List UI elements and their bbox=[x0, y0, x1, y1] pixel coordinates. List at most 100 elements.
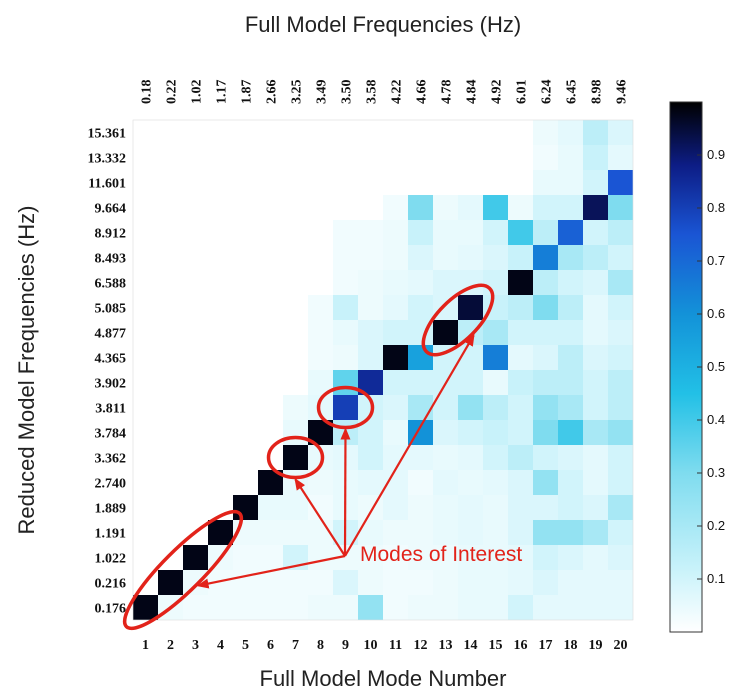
heatmap-cell bbox=[483, 245, 508, 270]
heatmap-cell bbox=[133, 470, 158, 495]
heatmap-cell bbox=[308, 195, 333, 220]
heatmap-cell bbox=[283, 445, 308, 470]
top-tick-label: 3.25 bbox=[290, 80, 305, 105]
heatmap-cell bbox=[283, 270, 308, 295]
heatmap-cell bbox=[583, 345, 608, 370]
heatmap-cell bbox=[258, 545, 283, 570]
heatmap-cell bbox=[533, 420, 558, 445]
heatmap-cell bbox=[608, 445, 633, 470]
heatmap-cell bbox=[308, 120, 333, 145]
heatmap-cell bbox=[133, 445, 158, 470]
heatmap-cell bbox=[483, 445, 508, 470]
heatmap-cell bbox=[433, 495, 458, 520]
heatmap-cell bbox=[308, 220, 333, 245]
heatmap-cell bbox=[408, 520, 433, 545]
heatmap-cell bbox=[183, 595, 208, 620]
heatmap-cell bbox=[533, 570, 558, 595]
heatmap-cell bbox=[183, 395, 208, 420]
heatmap-cell bbox=[508, 145, 533, 170]
heatmap-cell bbox=[608, 395, 633, 420]
heatmap-cell bbox=[558, 395, 583, 420]
heatmap-cell bbox=[508, 120, 533, 145]
heatmap-cell bbox=[133, 170, 158, 195]
heatmap-cell bbox=[408, 270, 433, 295]
heatmap-cell bbox=[183, 470, 208, 495]
heatmap-cell bbox=[558, 120, 583, 145]
heatmap-cell bbox=[408, 595, 433, 620]
heatmap-cell bbox=[458, 370, 483, 395]
top-tick-labels: 0.18 0.22 1.02 1.17 1.87 2.66 3.25 3.49 3.50 3.58… bbox=[140, 80, 630, 105]
heatmap-cell bbox=[483, 520, 508, 545]
heatmap-cell bbox=[458, 545, 483, 570]
heatmap-cell bbox=[283, 495, 308, 520]
heatmap-cell bbox=[433, 445, 458, 470]
heatmap-cell bbox=[283, 395, 308, 420]
left-tick-label: 9.664 bbox=[95, 202, 127, 217]
heatmap-cell bbox=[558, 420, 583, 445]
top-tick-label: 3.50 bbox=[340, 80, 355, 105]
heatmap-cell bbox=[258, 295, 283, 320]
heatmap-cell bbox=[358, 520, 383, 545]
heatmap-cell bbox=[558, 370, 583, 395]
heatmap-cell bbox=[583, 170, 608, 195]
heatmap-cell bbox=[283, 220, 308, 245]
heatmap-cell bbox=[133, 420, 158, 445]
heatmap-cell bbox=[333, 145, 358, 170]
heatmap-cell bbox=[183, 145, 208, 170]
heatmap-cell bbox=[158, 245, 183, 270]
heatmap-cell bbox=[208, 145, 233, 170]
top-tick-label: 4.78 bbox=[440, 80, 455, 105]
heatmap-cell bbox=[408, 545, 433, 570]
heatmap-cell bbox=[333, 270, 358, 295]
heatmap-cell bbox=[283, 295, 308, 320]
top-tick-label: 1.02 bbox=[190, 80, 205, 105]
interest-ellipse bbox=[316, 385, 375, 430]
heatmap-cell bbox=[533, 595, 558, 620]
heatmap-cell bbox=[533, 370, 558, 395]
left-tick-label: 11.601 bbox=[88, 177, 126, 192]
heatmap-cell bbox=[483, 495, 508, 520]
heatmap-cell bbox=[533, 195, 558, 220]
bottom-tick-label: 14 bbox=[464, 638, 478, 653]
heatmap-cell bbox=[233, 495, 258, 520]
top-tick-label: 1.87 bbox=[240, 80, 255, 105]
heatmap-cell bbox=[433, 220, 458, 245]
heatmap-cell bbox=[383, 445, 408, 470]
heatmap-cell bbox=[608, 270, 633, 295]
heatmap-cell bbox=[608, 570, 633, 595]
heatmap-cell bbox=[608, 145, 633, 170]
heatmap-cell bbox=[183, 370, 208, 395]
heatmap-cell bbox=[533, 320, 558, 345]
heatmap-cell bbox=[433, 195, 458, 220]
heatmap-cell bbox=[483, 120, 508, 145]
heatmap-cell bbox=[458, 445, 483, 470]
heatmap-cell bbox=[158, 570, 183, 595]
left-tick-label: 5.085 bbox=[95, 302, 127, 317]
heatmap-cell bbox=[233, 170, 258, 195]
heatmap-cell bbox=[258, 145, 283, 170]
heatmap-cell bbox=[158, 345, 183, 370]
heatmap-cell bbox=[133, 270, 158, 295]
heatmap-cell bbox=[133, 595, 158, 620]
top-tick-label: 4.92 bbox=[490, 80, 505, 105]
colorbar-tick-label: 0.5 bbox=[707, 359, 725, 374]
heatmap-cell bbox=[233, 145, 258, 170]
heatmap-cell bbox=[358, 245, 383, 270]
heatmap-cell bbox=[533, 145, 558, 170]
top-tick-label: 4.66 bbox=[415, 80, 430, 105]
heatmap-cell bbox=[508, 570, 533, 595]
heatmap-cell bbox=[233, 470, 258, 495]
heatmap-cell bbox=[133, 120, 158, 145]
heatmap-cell bbox=[283, 420, 308, 445]
heatmap-cell bbox=[133, 245, 158, 270]
heatmap-cell bbox=[608, 320, 633, 345]
heatmap-cell bbox=[483, 545, 508, 570]
heatmap-cell bbox=[183, 245, 208, 270]
heatmap-cell bbox=[333, 195, 358, 220]
top-tick-label: 1.17 bbox=[215, 80, 230, 105]
interest-ellipse bbox=[266, 435, 325, 480]
heatmap-cell bbox=[458, 345, 483, 370]
heatmap-cell bbox=[433, 120, 458, 145]
heatmap-cell bbox=[533, 495, 558, 520]
colorbar-tick-label: 0.9 bbox=[707, 147, 725, 162]
